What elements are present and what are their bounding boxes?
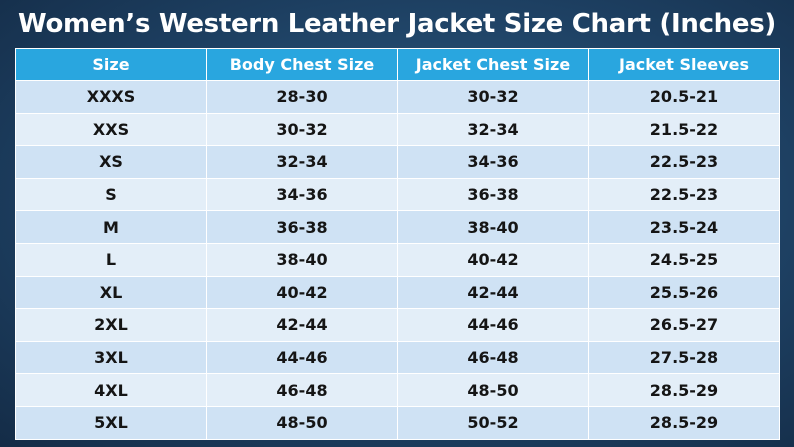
header-row: Size Body Chest Size Jacket Chest Size Jack… <box>15 48 780 81</box>
table-cell: 22.5-23 <box>588 177 780 212</box>
column-header: Jacket Sleeves <box>588 48 780 81</box>
table-cell: 4XL <box>15 373 207 407</box>
table-head: Size Body Chest Size Jacket Chest Size Jack… <box>15 48 780 81</box>
table-cell: 24.5-25 <box>588 242 780 277</box>
table-cell: 28.5-29 <box>588 405 780 440</box>
table-cell: 36-38 <box>397 177 589 212</box>
table-cell: 20.5-21 <box>588 80 780 114</box>
table-cell: 44-46 <box>397 308 589 342</box>
table-cell: L <box>15 242 207 277</box>
table-row: 5XL 48-50 50-52 28.5-29 <box>15 405 780 440</box>
table-cell: 34-36 <box>397 145 589 179</box>
table-row: XXS 30-32 32-34 21.5-22 <box>15 112 780 147</box>
table-cell: 44-46 <box>206 340 398 375</box>
column-header: Size <box>15 48 207 81</box>
table-row: 2XL 42-44 44-46 26.5-27 <box>15 308 780 342</box>
table-row: S 34-36 36-38 22.5-23 <box>15 177 780 212</box>
table-cell: 26.5-27 <box>588 308 780 342</box>
table-body: XXXS 28-30 30-32 20.5-21 XXS 30-32 32-34 21.5-2… <box>15 80 780 440</box>
table-cell: XL <box>15 275 207 310</box>
table-cell: M <box>15 210 207 244</box>
table-cell: 25.5-26 <box>588 275 780 310</box>
table-row: 3XL 44-46 46-48 27.5-28 <box>15 340 780 375</box>
table-cell: 28-30 <box>206 80 398 114</box>
table-cell: 23.5-24 <box>588 210 780 244</box>
column-header: Jacket Chest Size <box>397 48 589 81</box>
table-row: XL 40-42 42-44 25.5-26 <box>15 275 780 310</box>
table-row: L 38-40 40-42 24.5-25 <box>15 242 780 277</box>
table-cell: 32-34 <box>397 112 589 147</box>
table-cell: 38-40 <box>397 210 589 244</box>
table-cell: 30-32 <box>397 80 589 114</box>
table-row: 4XL 46-48 48-50 28.5-29 <box>15 373 780 407</box>
table-cell: 42-44 <box>206 308 398 342</box>
table-cell: 34-36 <box>206 177 398 212</box>
title: Women’s Western Leather Jacket Size Char… <box>18 9 776 39</box>
table-row: XXXS 28-30 30-32 20.5-21 <box>15 80 780 114</box>
table-cell: 46-48 <box>397 340 589 375</box>
table-cell: 5XL <box>15 405 207 440</box>
table-cell: 27.5-28 <box>588 340 780 375</box>
table-cell: 50-52 <box>397 405 589 440</box>
table-cell: XS <box>15 145 207 179</box>
table-cell: XXS <box>15 112 207 147</box>
column-header: Body Chest Size <box>206 48 398 81</box>
table-cell: XXXS <box>15 80 207 114</box>
size-table: Size Body Chest Size Jacket Chest Size Jack… <box>15 48 780 440</box>
table-cell: 28.5-29 <box>588 373 780 407</box>
table-cell: 21.5-22 <box>588 112 780 147</box>
table-cell: 2XL <box>15 308 207 342</box>
table-cell: 40-42 <box>397 242 589 277</box>
table-cell: 36-38 <box>206 210 398 244</box>
table-row: M 36-38 38-40 23.5-24 <box>15 210 780 244</box>
table-cell: 48-50 <box>206 405 398 440</box>
table-cell: S <box>15 177 207 212</box>
table-cell: 32-34 <box>206 145 398 179</box>
table-cell: 46-48 <box>206 373 398 407</box>
table-cell: 40-42 <box>206 275 398 310</box>
table-cell: 30-32 <box>206 112 398 147</box>
table-cell: 38-40 <box>206 242 398 277</box>
table-row: XS 32-34 34-36 22.5-23 <box>15 145 780 179</box>
table-cell: 22.5-23 <box>588 145 780 179</box>
table-cell: 42-44 <box>397 275 589 310</box>
table-cell: 3XL <box>15 340 207 375</box>
table-cell: 48-50 <box>397 373 589 407</box>
